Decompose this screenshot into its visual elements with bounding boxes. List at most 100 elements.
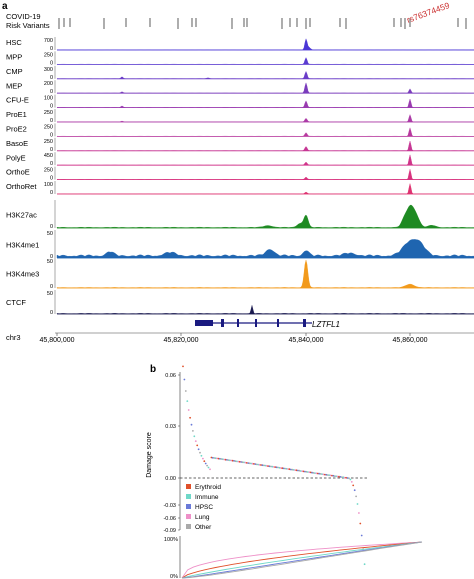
track-mpp: MPP 250 0 — [6, 51, 474, 66]
track-ymin: 0 — [50, 284, 53, 290]
track-ymin: 0 — [50, 310, 53, 316]
damage-score-point — [209, 468, 211, 471]
damage-score-plot: Damage score 0.06 0.03 0.00 -0.03 -0.06 … — [146, 365, 368, 566]
damage-score-point — [247, 462, 250, 464]
track-ymax: 50 — [47, 259, 53, 265]
damage-score-point — [318, 472, 321, 475]
legend-swatch-other — [186, 524, 191, 529]
track-mep: MEP 200 0 — [6, 80, 474, 95]
damage-score-point — [192, 430, 194, 432]
damage-score-point — [301, 470, 304, 473]
track-label: MEP — [6, 81, 22, 90]
track-ymin: 0 — [50, 176, 53, 182]
damage-score-point — [297, 469, 299, 472]
damage-score-point — [304, 470, 306, 473]
damage-score-point — [184, 390, 187, 392]
damage-score-point — [314, 472, 316, 474]
damage-score-point — [363, 563, 366, 566]
damage-score-point — [278, 466, 281, 469]
track-ctcf: CTCF 50 0 — [6, 290, 474, 316]
track-h3k4me3: H3K4me3 50 0 — [6, 258, 474, 290]
damage-score-point — [216, 457, 218, 460]
track-signal — [56, 114, 474, 123]
damage-score-point — [360, 534, 363, 537]
damage-score-point — [196, 444, 199, 447]
damage-score-point — [277, 466, 279, 469]
damage-score-point — [328, 474, 330, 477]
damage-score-point — [306, 471, 309, 473]
y-ticks: 0.06 0.03 0.00 -0.03 -0.06 -0.09 — [163, 373, 180, 534]
gene-utr-block — [195, 320, 213, 326]
y-axis-label: Damage score — [146, 432, 153, 478]
track-label: H3K4me1 — [6, 240, 39, 249]
damage-score-point — [248, 462, 251, 465]
track-ymax: 200 — [44, 81, 53, 87]
cdf-curve — [181, 541, 423, 579]
damage-score-point — [233, 460, 236, 462]
panel-a-label: a — [2, 1, 8, 12]
gene-exon — [237, 319, 239, 327]
legend-label-immune: Immune — [195, 494, 219, 501]
y-tick-label: 0.03 — [165, 424, 176, 430]
track-polye: PolyE 450 0 — [6, 152, 474, 167]
damage-score-point — [358, 512, 360, 514]
damage-score-point — [305, 470, 308, 473]
damage-score-point — [287, 468, 289, 470]
damage-score-point — [342, 476, 345, 479]
damage-score-point — [291, 468, 294, 471]
legend-label-other: Other — [195, 524, 212, 531]
track-ymax: 250 — [44, 52, 53, 58]
chrom-label: chr3 — [6, 333, 21, 342]
damage-score-point — [315, 472, 318, 475]
track-ymax: 250 — [44, 168, 53, 174]
legend-swatch-immune — [186, 494, 191, 499]
damage-score-point — [210, 456, 213, 459]
y-tick-label: -0.03 — [163, 503, 176, 509]
track-ymin: 0 — [50, 46, 53, 52]
track-ymax: 50 — [47, 291, 53, 297]
track-label: CTCF — [6, 298, 26, 307]
damage-score-point — [312, 472, 315, 474]
gene-exon — [221, 319, 224, 327]
damage-score-point — [359, 522, 362, 525]
track-signal — [56, 140, 474, 151]
damage-score-point — [335, 475, 338, 478]
track-ymin: 0 — [50, 75, 53, 81]
damage-score-point — [240, 461, 243, 463]
track-label: H3K27ac — [6, 210, 37, 219]
damage-score-point — [202, 457, 204, 460]
damage-score-point — [228, 459, 231, 462]
track-label: PolyE — [6, 153, 26, 162]
damage-score-point — [220, 458, 223, 460]
damage-score-point — [321, 473, 323, 475]
damage-score-point — [343, 476, 346, 479]
damage-score-point — [329, 474, 332, 477]
damage-score-point — [302, 470, 305, 473]
damage-score-point — [204, 462, 207, 465]
damage-score-point — [260, 464, 262, 466]
legend-label-erythroid: Erythroid — [195, 484, 221, 491]
damage-score-point — [333, 475, 336, 477]
damage-score-point — [267, 465, 269, 467]
legend-label-lung: Lung — [195, 514, 210, 521]
damage-score-point — [206, 464, 209, 467]
damage-score-point — [346, 477, 349, 479]
damage-score-point — [289, 468, 292, 471]
damage-score-point — [236, 460, 238, 463]
damage-score-point — [219, 457, 221, 460]
y-tick-label: -0.09 — [163, 528, 176, 534]
legend: Erythroid Immune HPSC Lung Other — [186, 484, 221, 531]
cdf-curves — [181, 541, 423, 579]
damage-score-point — [231, 459, 234, 462]
track-proe1: ProE1 250 0 — [6, 109, 474, 124]
track-ymin: 0 — [50, 132, 53, 138]
damage-score-point — [336, 475, 339, 478]
cdf-curve — [181, 541, 423, 579]
track-label: MPP — [6, 52, 22, 61]
damage-score-point — [341, 476, 343, 478]
track-signal — [56, 98, 474, 108]
damage-score-point — [285, 467, 288, 470]
track-orthoret: OrthoRet 100 0 — [6, 181, 474, 196]
y-tick-label: 0.00 — [165, 476, 176, 482]
